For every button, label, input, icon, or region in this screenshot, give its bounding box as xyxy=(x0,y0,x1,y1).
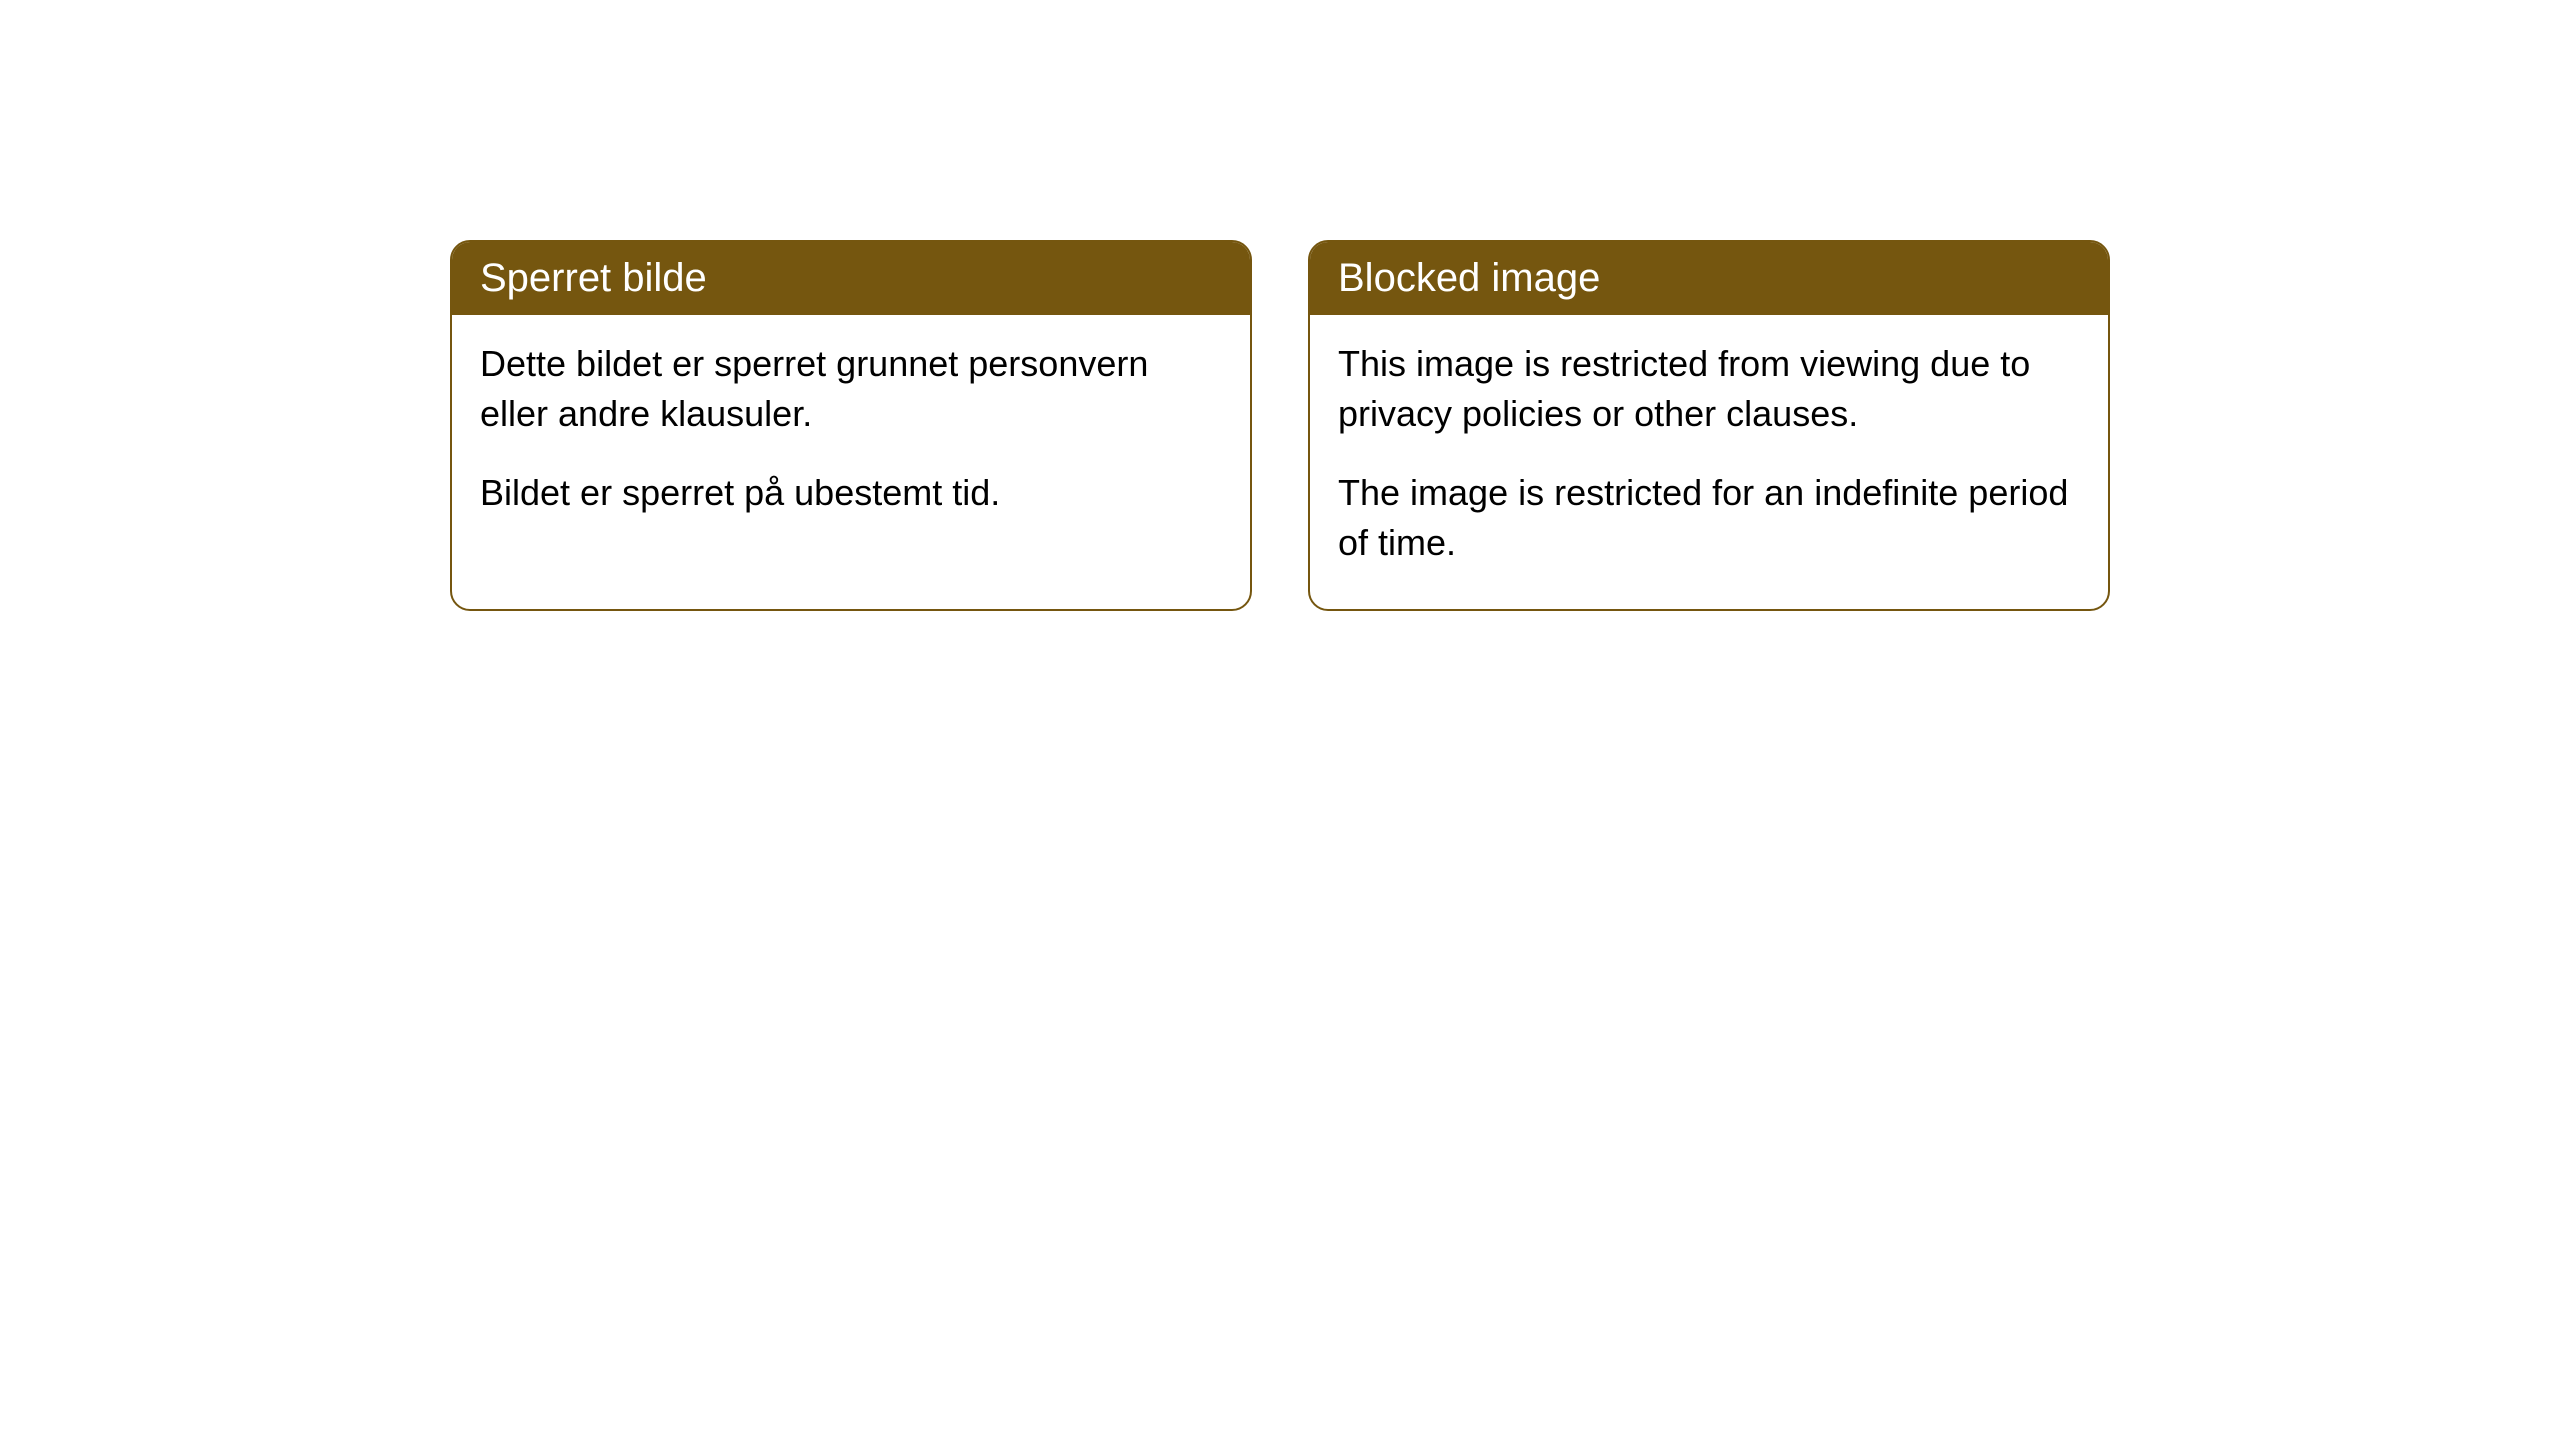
card-body-paragraph: This image is restricted from viewing du… xyxy=(1338,339,2080,440)
card-body-paragraph: Dette bildet er sperret grunnet personve… xyxy=(480,339,1222,440)
card-body-english: This image is restricted from viewing du… xyxy=(1310,315,2108,609)
notice-card-norwegian: Sperret bilde Dette bildet er sperret gr… xyxy=(450,240,1252,611)
card-header-english: Blocked image xyxy=(1310,242,2108,315)
card-body-paragraph: Bildet er sperret på ubestemt tid. xyxy=(480,468,1222,518)
card-body-paragraph: The image is restricted for an indefinit… xyxy=(1338,468,2080,569)
card-body-norwegian: Dette bildet er sperret grunnet personve… xyxy=(452,315,1250,558)
notice-cards-container: Sperret bilde Dette bildet er sperret gr… xyxy=(450,240,2110,611)
card-header-norwegian: Sperret bilde xyxy=(452,242,1250,315)
notice-card-english: Blocked image This image is restricted f… xyxy=(1308,240,2110,611)
